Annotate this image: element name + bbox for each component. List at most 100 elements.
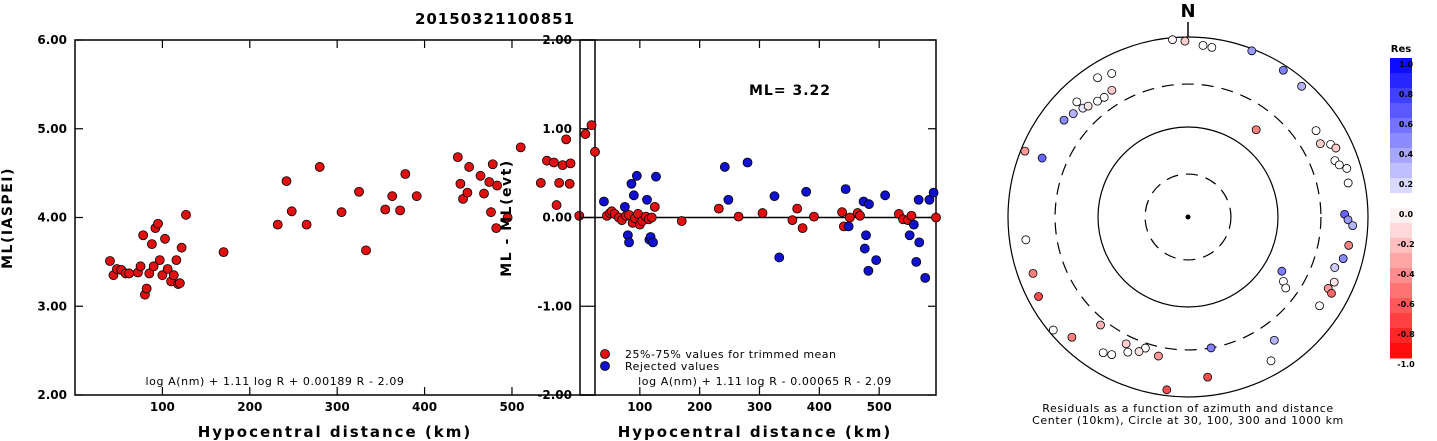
left-point-series-0 (157, 270, 168, 281)
colorbar-tick-label: -0.8 (1397, 330, 1415, 339)
left-y-tick-label: 3.00 (37, 299, 67, 313)
station-residual-point (1277, 266, 1287, 276)
middle-axis-ticks: 100 200 300 400 500 -2.00 -1.00 0.00 1.00 2.00 (537, 33, 936, 414)
station-residual-point (1343, 215, 1353, 225)
left-x-tick-label: 300 (325, 400, 350, 414)
left-point-series-0 (218, 247, 229, 258)
legend-marker-trimmed (600, 349, 610, 359)
station-residual-point (1020, 146, 1030, 156)
station-residual-point (1329, 277, 1339, 287)
colorbar-cell (1390, 268, 1412, 284)
left-point-series-0 (565, 158, 576, 169)
left-point-series-0 (590, 146, 600, 157)
colorbar-cell (1390, 313, 1412, 329)
left-point-series-0 (580, 129, 591, 139)
middle-point-series-1 (651, 171, 661, 182)
middle-point-series-1 (920, 272, 931, 283)
station-residual-point (1297, 81, 1307, 91)
epicenter-marker (1185, 214, 1191, 220)
station-residual-point (1203, 372, 1213, 382)
legend-label-rejected: Rejected values (625, 360, 720, 373)
middle-point-series-1 (880, 190, 891, 201)
middle-point-series-1 (840, 184, 851, 195)
left-point-series-0 (452, 152, 463, 163)
station-residual-point (1096, 320, 1105, 330)
colorbar-cell (1390, 178, 1412, 194)
left-point-series-0 (361, 245, 371, 256)
station-residual-point (1338, 254, 1348, 263)
distance-ring-100km (1097, 126, 1279, 308)
residual-colorbar: Res 1.0 0.8 0.6 0.4 0.2 0.0 -0.2 -0.4 -0.6 -0.8 -1… (1390, 44, 1415, 369)
left-point-series-0 (174, 278, 185, 289)
colorbar-cell (1390, 208, 1412, 224)
middle-point-series-1 (864, 199, 874, 210)
left-point-series-0 (557, 160, 568, 171)
left-point-series-0 (549, 157, 559, 168)
left-data-points (105, 120, 600, 300)
colorbar-cell (1390, 73, 1412, 89)
colorbar-cell (1390, 238, 1412, 254)
middle-point-series-1 (774, 252, 785, 263)
middle-x-tick-label: 100 (627, 400, 652, 414)
left-point-series-0 (554, 177, 565, 188)
middle-y-tick-label: -2.00 (537, 388, 572, 402)
colorbar-cell (1390, 88, 1412, 104)
colorbar-cell (1390, 343, 1412, 359)
middle-point-series-1 (599, 196, 609, 207)
middle-point-series-1 (924, 194, 935, 205)
left-point-series-0 (486, 207, 496, 218)
station-residual-point (1099, 92, 1109, 102)
distance-ring-30km (1144, 173, 1232, 261)
station-residual-point (1134, 347, 1144, 356)
station-residual-point (1266, 356, 1276, 366)
station-residual-point (1072, 97, 1082, 107)
colorbar-tick-label: 1.0 (1399, 60, 1414, 69)
middle-point-series-0 (733, 211, 744, 222)
left-axis-ticks: 100 200 300 400 500 2.00 3.00 4.00 5.00 6.00 (37, 33, 595, 414)
middle-point-series-0 (649, 201, 660, 212)
left-point-series-0 (154, 255, 165, 266)
station-residual-point (1334, 160, 1344, 170)
left-y-axis-label: ML(IASPEI) (0, 167, 16, 269)
middle-point-series-1 (904, 230, 915, 241)
middle-point-series-1 (913, 194, 924, 205)
station-residual-point (1162, 385, 1172, 395)
middle-formula: log A(nm) + 1.11 log R - 0.00065 R - 2.0… (638, 375, 892, 388)
station-residual-point (1107, 85, 1117, 95)
middle-point-series-1 (914, 237, 925, 248)
left-point-series-0 (141, 283, 152, 294)
left-point-series-0 (479, 188, 489, 199)
middle-point-series-1 (624, 237, 634, 248)
middle-x-tick-label: 400 (807, 400, 832, 414)
left-point-series-0 (314, 162, 325, 172)
left-x-tick-label: 200 (237, 400, 262, 414)
middle-point-series-0 (792, 203, 803, 214)
middle-y-tick-label: 1.00 (542, 122, 572, 136)
station-residual-point (1093, 96, 1102, 106)
left-point-series-0 (135, 261, 146, 272)
middle-x-tick-label: 300 (747, 400, 772, 414)
middle-point-series-1 (863, 265, 874, 276)
left-point-series-0 (153, 218, 163, 229)
colorbar-cell (1390, 298, 1412, 314)
left-point-series-0 (586, 120, 597, 131)
left-x-tick-label: 500 (499, 400, 524, 414)
colorbar-tick-label: 0.6 (1399, 120, 1414, 129)
left-x-tick-label: 400 (412, 400, 437, 414)
middle-point-series-1 (628, 190, 639, 201)
station-residual-point (1278, 65, 1288, 75)
station-residual-point (1154, 351, 1163, 361)
left-point-series-0 (138, 230, 149, 241)
station-residual-point (1198, 41, 1208, 50)
left-point-series-0 (551, 200, 562, 210)
station-residual-point (1315, 139, 1325, 149)
plot-frame-left (74, 39, 596, 396)
colorbar-tick-label: 0.4 (1399, 150, 1414, 159)
left-point-series-0 (487, 159, 498, 170)
middle-point-series-0 (757, 208, 768, 218)
station-residual-points (1020, 35, 1358, 395)
station-residual-point (1083, 101, 1093, 111)
middle-point-series-0 (797, 223, 808, 234)
left-x-tick-label: 100 (150, 400, 175, 414)
ml-annotation: ML= 3.22 (749, 83, 831, 99)
